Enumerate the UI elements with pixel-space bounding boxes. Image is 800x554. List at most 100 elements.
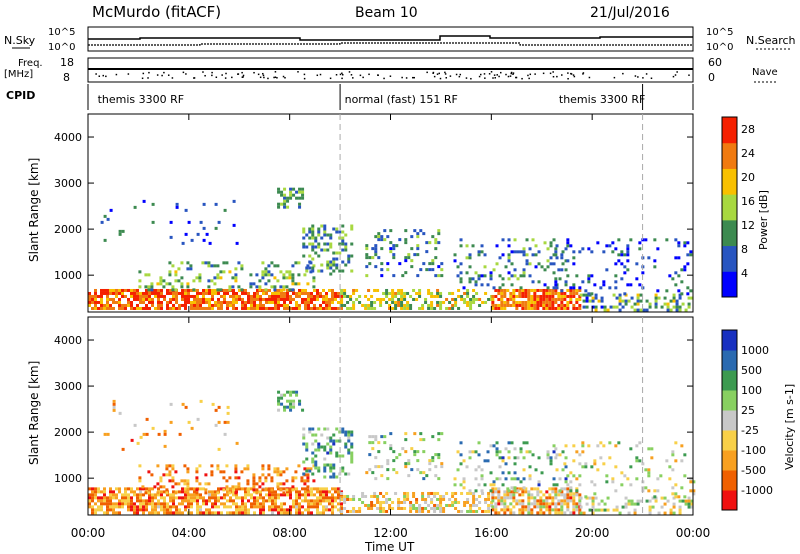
range-cell [282,470,286,474]
nave-point [637,76,639,78]
freq-tick-bottom: 8 [63,71,70,84]
range-cell [169,220,173,224]
range-cell [196,232,200,236]
range-cell [491,508,495,512]
range-cell [280,505,283,509]
range-cell [217,499,220,503]
range-cell [94,511,97,515]
x-axis: 00:00 04:00 08:00 12:00 16:00 20:00 00:00 [71,114,710,540]
range-cell [382,506,386,510]
range-cell [199,291,202,295]
range-cell [669,308,673,312]
range-cell [404,241,408,245]
range-cell [554,505,558,509]
range-cell [162,279,166,283]
range-cell [311,442,315,446]
nave-point [98,75,101,77]
range-cell [88,291,91,295]
range-cell [328,297,331,301]
range-cell [332,463,336,467]
range-cell [491,487,495,491]
range-cell [440,262,444,266]
range-cell [683,453,687,457]
range-cell [223,502,226,506]
range-cell [237,485,241,489]
range-cell [331,294,334,298]
range-cell [495,447,499,451]
range-cell [578,483,582,487]
range-cell [118,300,121,304]
range-cell [297,261,301,265]
range-cell [548,291,552,295]
range-cell [199,487,202,491]
range-cell [97,499,100,503]
colorbar-swatch [722,219,737,247]
range-cell [124,496,127,500]
range-cell [304,499,307,503]
range-cell [157,300,160,304]
range-cell [483,265,487,269]
range-cell [172,291,175,295]
range-cell [678,293,682,297]
range-cell [237,285,241,289]
range-cell [507,253,511,257]
range-cell [271,306,274,310]
range-cell [204,473,208,477]
range-cell [271,493,274,497]
range-cell [406,291,410,295]
nave-point [257,73,260,76]
range-cell [569,471,573,475]
range-cell [298,493,301,497]
range-cell [139,291,142,295]
range-cell [145,303,148,307]
range-cell [459,453,463,457]
nave-point [573,75,576,78]
range-cell [195,276,199,280]
range-cell [88,493,91,497]
range-cell [319,502,322,506]
range-cell [491,499,495,503]
nave-point [211,71,213,74]
range-cell [515,502,519,506]
range-cell [371,441,375,445]
range-cell [575,306,579,310]
range-cell [295,294,298,298]
range-cell [238,294,241,298]
range-cell [112,493,115,497]
range-cell [578,297,582,301]
range-cell [558,453,562,457]
range-cell [430,300,434,304]
range-cell [304,288,307,292]
cpid-segments: themis 3300 RF normal (fast) 151 RF themis… [87,84,694,110]
range-cell [136,496,139,500]
range-cell [554,508,558,512]
range-cell [494,487,498,491]
range-cell [584,462,588,466]
range-cell [246,488,250,492]
range-cell [262,297,265,301]
range-cell [259,303,262,307]
range-cell [419,229,423,233]
range-cell [106,502,109,506]
range-cell [364,503,368,507]
range-cell [311,269,315,273]
range-cell [352,300,356,304]
range-cell [234,279,238,283]
range-cell [564,444,568,448]
range-cell [597,299,601,303]
range-cell [316,297,319,301]
colorbar-swatch [722,450,737,471]
nave-point [505,73,507,76]
range-cell [271,294,274,298]
range-cell [606,308,610,312]
range-cell [585,296,589,300]
range-cell [274,294,277,298]
range-cell [323,224,327,228]
range-cell [590,480,594,484]
range-cell [175,202,179,206]
range-cell [409,500,413,504]
range-cell [495,450,499,454]
range-cell [115,294,118,298]
nave-point [167,74,170,76]
